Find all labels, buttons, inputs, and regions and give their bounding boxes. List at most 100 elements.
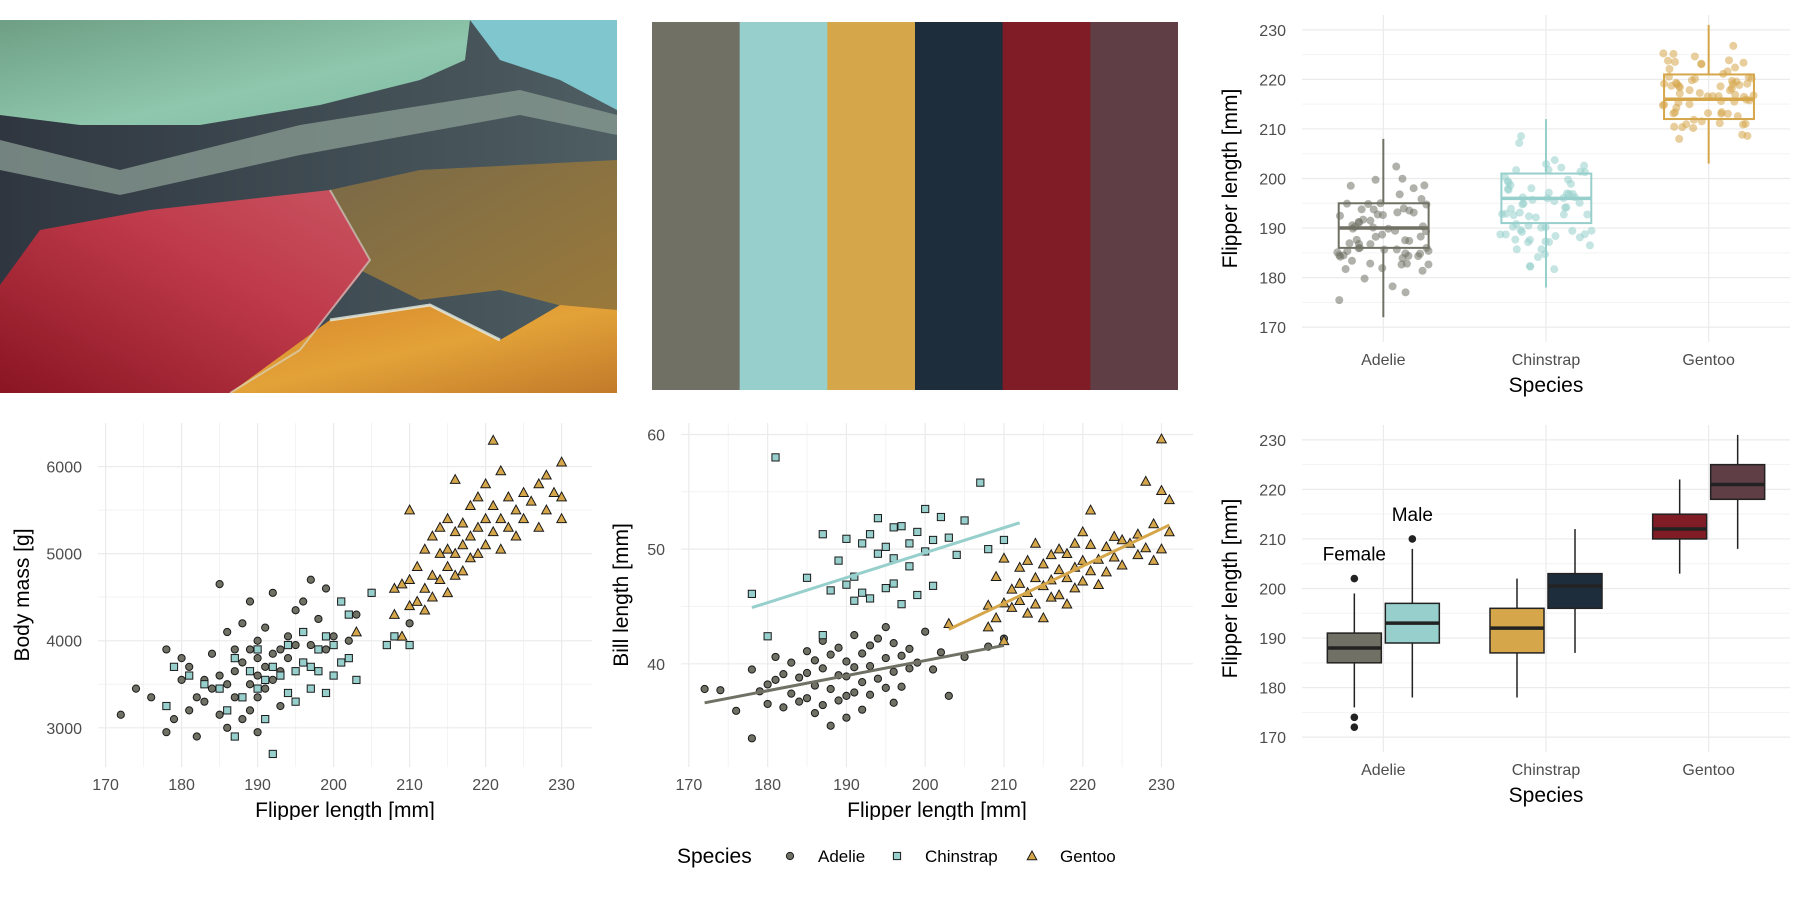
data-point (276, 671, 285, 680)
data-point (306, 662, 315, 671)
data-point (390, 632, 399, 641)
data-point (1108, 551, 1120, 562)
data-point (747, 734, 756, 743)
data-point (207, 684, 217, 693)
jitter-point (1689, 124, 1698, 133)
y-tick-label: 60 (647, 427, 665, 444)
data-point (1029, 598, 1042, 609)
data-point (1116, 559, 1128, 570)
jitter-point (1739, 120, 1748, 129)
data-point (162, 645, 171, 654)
data-point (548, 486, 560, 497)
data-point (479, 477, 492, 489)
palette-swatch (915, 22, 1004, 390)
data-point (944, 691, 953, 701)
data-point (873, 674, 883, 683)
x-axis-title: Species (1509, 784, 1584, 807)
data-point (223, 680, 232, 689)
jitter-point (1501, 230, 1510, 239)
data-point (865, 530, 875, 539)
outlier-point (1350, 574, 1359, 583)
jitter-point (1550, 265, 1559, 274)
data-point (162, 728, 171, 737)
data-point (238, 619, 247, 628)
legend-item-gentoo: Gentoo (1026, 847, 1116, 866)
palette-swatch (827, 22, 916, 390)
x-tick-label: 230 (1148, 777, 1175, 794)
legend-item-chinstrap: Chinstrap (892, 847, 998, 866)
data-point (802, 573, 812, 582)
jitter-point (1519, 199, 1528, 208)
jitter-point (1716, 82, 1725, 91)
data-point (230, 645, 239, 654)
data-point (352, 675, 361, 685)
data-point (842, 534, 851, 543)
data-point (223, 706, 232, 715)
jitter-point (1388, 282, 1397, 291)
box-adelie (1333, 138, 1433, 318)
data-point (215, 710, 224, 719)
jitter-point (1540, 250, 1549, 259)
flipper-box-jitter-chart: 170 180 190 200 210 220 230 Adelie Chinstrap Gent… (1219, 15, 1790, 397)
data-point (495, 464, 507, 476)
jitter-point (1669, 109, 1678, 118)
y-tick-label: 5000 (46, 547, 82, 564)
legend-key-triangle (1026, 849, 1038, 861)
data-point (382, 640, 391, 650)
data-point (403, 504, 416, 515)
trend-line-adelie (704, 643, 1005, 705)
data-point (905, 539, 914, 548)
data-point (1084, 538, 1097, 549)
jitter-point (1524, 212, 1533, 221)
data-point (533, 477, 545, 489)
data-point (344, 636, 353, 645)
legend-graphic: Species Adelie Chinstrap Gentoo (677, 845, 1116, 868)
jitter-point (1369, 205, 1378, 214)
data-point (1132, 548, 1144, 560)
data-point (502, 521, 515, 532)
y-axis-title: Bill length [mm] (610, 523, 633, 667)
data-point (1014, 594, 1026, 606)
data-point (329, 632, 338, 641)
data-point (1116, 533, 1128, 545)
bill-length-scatter-chart: 170 180 190 200 210 220 230 40 50 60 Flipper lengt… (610, 423, 1193, 820)
data-point (238, 693, 247, 702)
data-point (291, 697, 300, 706)
box-adelie-male (1384, 535, 1441, 698)
data-point (253, 654, 262, 663)
data-point (1155, 433, 1168, 444)
data-point (897, 522, 906, 531)
data-point (230, 732, 239, 741)
data-point (842, 713, 851, 722)
data-point (457, 538, 469, 550)
y-tick-label: 220 (1259, 72, 1286, 89)
jitter-point (1727, 84, 1736, 93)
data-point (419, 543, 431, 554)
jitter-point (1398, 254, 1407, 263)
y-tick-label: 230 (1259, 433, 1286, 450)
data-point (763, 632, 772, 641)
jitter-point (1517, 132, 1526, 141)
data-point (215, 580, 224, 589)
data-point (818, 631, 827, 640)
data-point (850, 688, 859, 697)
data-point (502, 490, 515, 502)
data-point (253, 645, 262, 654)
data-point (396, 630, 408, 641)
data-point (834, 696, 843, 705)
data-point (525, 495, 537, 506)
data-point (976, 478, 985, 487)
data-point (329, 640, 338, 650)
x-tick-label: 180 (168, 777, 195, 794)
box-body (1547, 572, 1603, 610)
jitter-point (1659, 49, 1668, 58)
legend-key-square (892, 851, 902, 861)
data-point (261, 715, 270, 724)
data-point (434, 573, 446, 585)
jitter-point (1345, 239, 1354, 248)
data-point (881, 653, 890, 663)
jitter-point (1347, 256, 1356, 265)
data-point (850, 663, 859, 672)
data-point (999, 535, 1009, 545)
data-point (842, 580, 851, 589)
